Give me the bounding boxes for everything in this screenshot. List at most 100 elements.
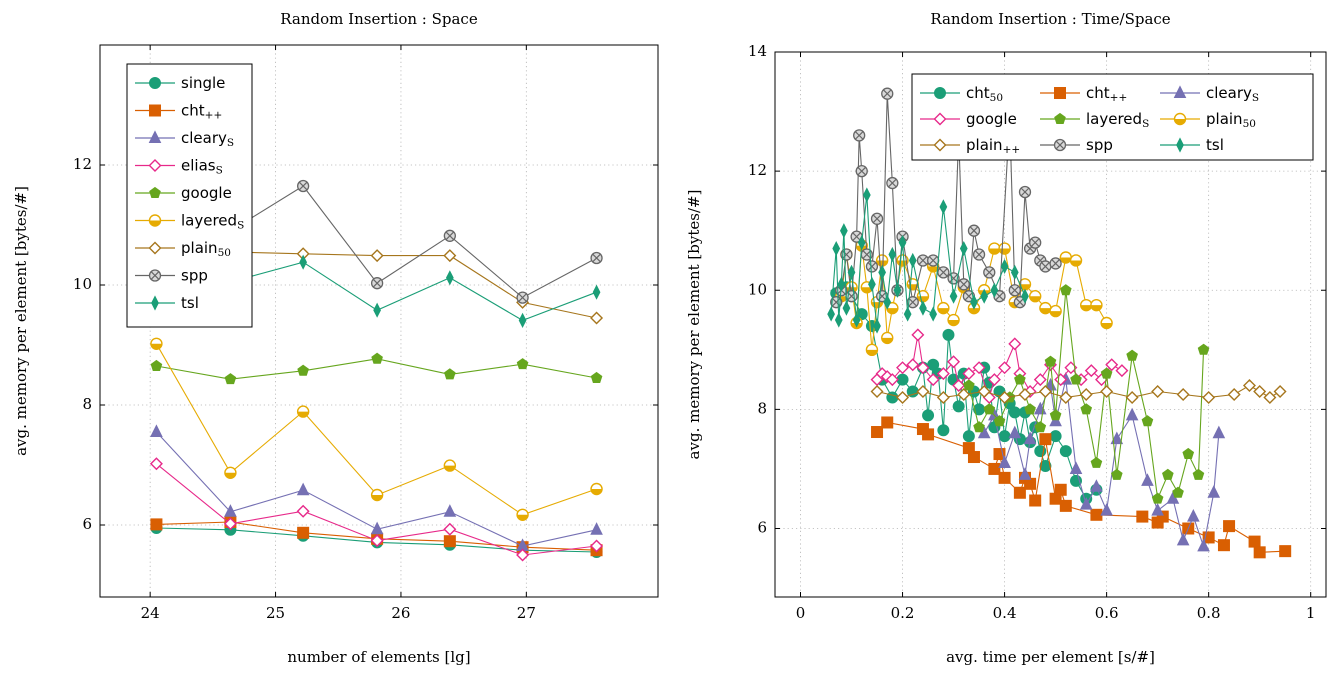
legend-marker	[1054, 112, 1066, 124]
data-point	[883, 294, 892, 310]
data-point	[865, 260, 879, 273]
data-point	[1151, 385, 1165, 398]
data-point	[1192, 468, 1205, 480]
data-point	[1049, 413, 1062, 427]
legend-label: spp	[1086, 136, 1113, 154]
data-point	[371, 352, 383, 364]
data-point	[1100, 385, 1114, 398]
data-point	[862, 187, 871, 203]
data-point	[888, 246, 897, 263]
legend-marker	[148, 159, 162, 172]
legend-entry: layeredS	[1040, 110, 1149, 130]
legend-label: cht++	[181, 101, 222, 122]
data-point	[898, 234, 907, 251]
data-point	[1141, 415, 1154, 427]
legend-entry: tsl	[1160, 136, 1224, 154]
data-point	[150, 518, 163, 531]
data-point	[857, 234, 866, 251]
x-tick-label-4: 0.8	[1197, 604, 1221, 622]
data-point	[847, 264, 856, 280]
data-point	[885, 373, 899, 387]
data-point	[993, 448, 1006, 461]
y-tick-label-4: 14	[748, 42, 767, 60]
legend-label: plain++	[966, 136, 1020, 157]
data-point	[1000, 258, 1009, 275]
data-point	[516, 358, 529, 370]
data-point	[840, 248, 853, 261]
legend-label: clearyS	[181, 129, 234, 150]
y-axis-label: avg. memory per element [bytes/#]	[12, 186, 30, 456]
x-axis-label: number of elements [lg]	[287, 648, 470, 666]
data-point	[1141, 473, 1154, 486]
legend-marker	[149, 77, 161, 89]
data-point	[1029, 236, 1042, 249]
data-point	[445, 270, 454, 286]
legend-entry: cht++	[135, 101, 222, 122]
chart-title: Random Insertion : Time/Space	[930, 10, 1170, 28]
y-tick-label-3: 12	[748, 161, 767, 179]
data-point	[1029, 494, 1042, 507]
data-point	[832, 240, 841, 257]
data-point	[150, 359, 163, 371]
data-point	[296, 405, 310, 418]
data-point	[1024, 477, 1037, 490]
series-plain-++	[870, 379, 1287, 404]
data-point	[908, 252, 917, 269]
series-layered-S	[963, 284, 1210, 504]
plot-frame	[99, 44, 659, 598]
legend-label: spp	[181, 266, 208, 284]
data-point	[296, 482, 310, 496]
data-point	[988, 462, 1001, 475]
data-point	[1080, 298, 1093, 312]
data-point	[916, 254, 930, 267]
data-point	[1273, 385, 1287, 398]
x-tick-label-2: 26	[391, 604, 410, 622]
data-point	[1125, 407, 1139, 421]
legend-box	[911, 73, 1314, 161]
series-layered-S	[150, 337, 603, 521]
data-point	[927, 358, 940, 371]
data-point	[983, 266, 996, 279]
y-tick-label-2: 10	[73, 275, 92, 293]
data-point	[1008, 406, 1021, 419]
data-point	[881, 331, 894, 345]
data-point	[1176, 532, 1190, 546]
data-point	[998, 471, 1011, 484]
data-point	[1182, 447, 1195, 459]
data-point	[370, 488, 384, 502]
data-point	[942, 328, 955, 341]
legend: cht50 cht++ clearyS google layeredS plain50 pl…	[911, 73, 1314, 161]
legend-marker	[933, 112, 947, 126]
data-point	[1253, 385, 1267, 398]
data-point	[875, 254, 889, 267]
data-point	[370, 249, 384, 263]
legend-label: single	[181, 74, 225, 92]
series-google	[870, 328, 1129, 404]
data-point	[516, 291, 529, 304]
data-point	[1018, 185, 1032, 199]
data-point	[1100, 316, 1113, 330]
data-point	[927, 254, 940, 267]
data-point	[1018, 467, 1032, 480]
data-point	[1084, 364, 1098, 378]
legend-marker	[149, 186, 161, 198]
data-point	[853, 129, 866, 142]
chart-title: Random Insertion : Space	[280, 10, 478, 28]
data-point	[1054, 483, 1067, 496]
data-point	[1049, 304, 1062, 318]
data-point	[998, 361, 1012, 375]
legend-label: cht++	[1086, 84, 1127, 105]
data-point	[922, 428, 935, 441]
x-tick-label-0: 0	[796, 604, 806, 622]
data-point	[987, 373, 1001, 387]
data-point	[855, 164, 868, 178]
legend-label: plain50	[1206, 110, 1256, 131]
data-point	[590, 522, 603, 535]
data-point	[1279, 545, 1292, 558]
x-tick-label-1: 25	[266, 604, 285, 622]
data-point	[1069, 461, 1083, 474]
data-point	[1090, 479, 1103, 492]
data-point	[516, 508, 529, 521]
data-point	[990, 282, 999, 298]
